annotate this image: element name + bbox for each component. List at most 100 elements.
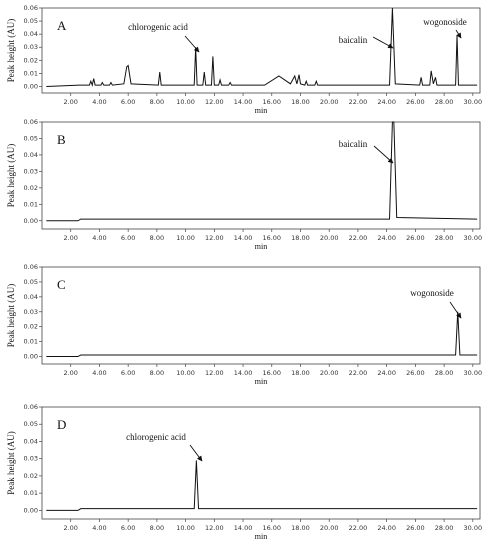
y-tick-label: 0.01 [24,200,38,208]
x-tick-label: 24.00 [377,98,396,106]
x-tick-label: 10.00 [176,234,195,242]
x-tick-label: 28.00 [435,234,454,242]
annotation-arrow [189,444,203,462]
x-axis-label: min [255,242,267,251]
y-tick-label: 0.04 [24,151,38,159]
x-tick-label: 20.00 [320,369,339,377]
x-tick-label: 16.00 [262,369,281,377]
x-tick-label: 12.00 [205,369,224,377]
y-tick-label: 0.02 [24,56,38,64]
x-tick-label: 28.00 [435,369,454,377]
x-tick-label: 24.00 [377,524,396,532]
x-tick-label: 26.00 [406,369,425,377]
x-tick-label: 18.00 [291,369,310,377]
y-tick-label: 0.06 [24,118,38,126]
plot-frame [41,121,481,230]
x-tick-label: 6.00 [121,98,135,106]
x-tick-label: 10.00 [176,98,195,106]
y-tick-label: 0.00 [24,506,38,514]
y-tick-label: 0.02 [24,184,38,192]
x-tick-label: 16.00 [262,234,281,242]
y-axis-label: Peak height (AU) [6,19,16,82]
y-tick-label: 0.00 [24,353,38,361]
panel-label: B [57,132,66,147]
y-tick-label: 0.04 [24,437,38,445]
annotation: chlorogenic acid [126,432,186,442]
x-tick-label: 2.00 [63,234,77,242]
panel-label: C [57,277,66,292]
y-tick-label: 0.06 [24,403,38,411]
x-tick-label: 12.00 [205,234,224,242]
trace [46,311,478,358]
x-tick-label: 24.00 [377,234,396,242]
y-tick-label: 0.05 [24,420,38,428]
x-tick-label: 10.00 [176,369,195,377]
x-axis-label: min [255,377,267,386]
x-tick-label: 6.00 [121,369,135,377]
x-tick-label: 20.00 [320,234,339,242]
x-tick-label: 14.00 [234,98,253,106]
annotation-arrow [449,301,462,319]
chart-panel: 0.00 0.01 0.02 0.03 0.04 0.05 0.06 2.00 4.00 6.00… [6,4,482,115]
y-tick-label: 0.00 [24,217,38,225]
x-tick-label: 8.00 [150,369,164,377]
y-tick-label: 0.04 [24,30,38,38]
x-tick-label: 30.00 [464,234,483,242]
x-tick-label: 26.00 [406,524,425,532]
y-axis-label: Peak height (AU) [6,431,16,494]
x-tick-label: 28.00 [435,524,454,532]
y-tick-label: 0.05 [24,134,38,142]
y-tick-label: 0.06 [24,263,38,271]
x-tick-label: 2.00 [63,98,77,106]
trace [46,460,478,511]
y-tick-label: 0.03 [24,455,38,463]
x-tick-label: 22.00 [349,98,368,106]
x-tick-label: 30.00 [464,524,483,532]
x-tick-label: 22.00 [349,369,368,377]
x-tick-label: 4.00 [92,98,106,106]
trace [46,121,478,222]
trace [46,7,478,87]
y-tick-label: 0.03 [24,167,38,175]
x-tick-label: 10.00 [176,524,195,532]
annotation: baicalin [339,35,368,45]
y-tick-label: 0.06 [24,4,38,12]
y-tick-label: 0.03 [24,308,38,316]
x-tick-label: 26.00 [406,234,425,242]
x-tick-label: 4.00 [92,369,106,377]
x-tick-label: 2.00 [63,524,77,532]
x-tick-label: 6.00 [121,234,135,242]
y-tick-label: 0.03 [24,43,38,51]
annotation: wogonoside [423,17,467,27]
annotation-arrow [372,36,394,49]
y-tick-label: 0.00 [24,82,38,90]
x-tick-label: 18.00 [291,524,310,532]
chart-panel: 0.00 0.01 0.02 0.03 0.04 0.05 0.06 2.00 4.00 6.00… [6,118,482,251]
x-tick-label: 22.00 [349,524,368,532]
x-tick-label: 18.00 [291,98,310,106]
y-tick-label: 0.05 [24,17,38,25]
x-tick-label: 12.00 [205,524,224,532]
x-tick-label: 4.00 [92,524,106,532]
x-tick-label: 24.00 [377,369,396,377]
plot-frame [41,266,481,365]
plot-frame [41,7,481,94]
annotation-arrow [184,35,200,53]
x-tick-label: 8.00 [150,524,164,532]
chart-panel: 0.00 0.01 0.02 0.03 0.04 0.05 0.06 2.00 4.00 6.00… [6,263,482,386]
annotation-arrow [455,29,462,39]
y-tick-label: 0.01 [24,489,38,497]
x-tick-label: 30.00 [464,98,483,106]
x-axis-label: min [255,532,267,541]
x-tick-label: 4.00 [92,234,106,242]
annotation: baicalin [339,139,368,149]
x-tick-label: 16.00 [262,524,281,532]
annotation: wogonoside [410,288,454,298]
x-tick-label: 30.00 [464,369,483,377]
annotation: chlorogenic acid [128,22,188,32]
x-tick-label: 8.00 [150,234,164,242]
y-tick-label: 0.05 [24,278,38,286]
y-tick-label: 0.02 [24,472,38,480]
plot-frame [41,406,481,520]
